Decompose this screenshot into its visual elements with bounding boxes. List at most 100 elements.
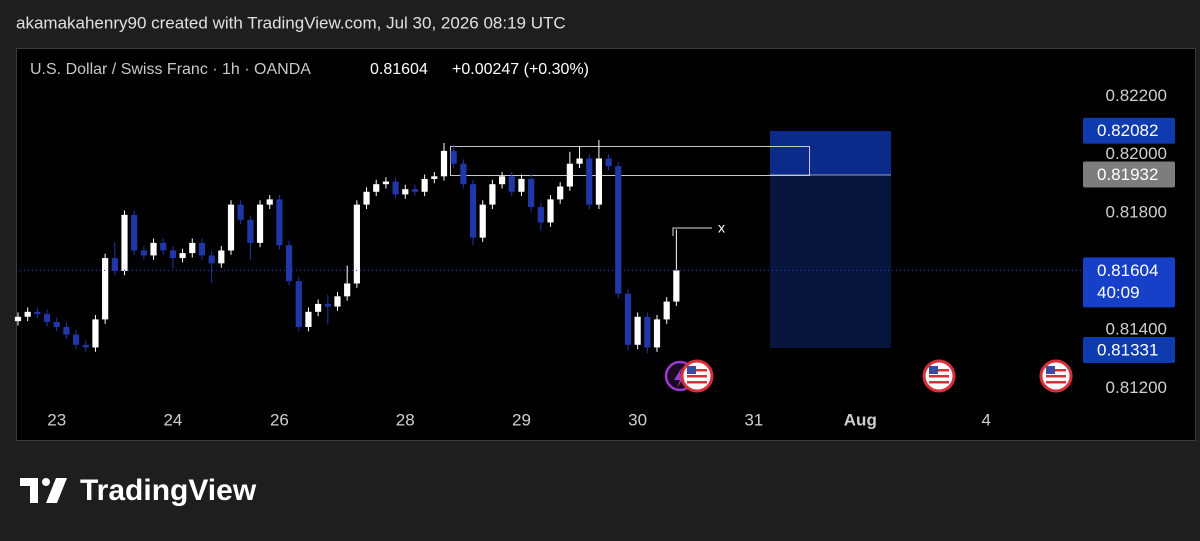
y-tick-label: 0.82200 [1106,86,1167,105]
symbol-title: U.S. Dollar / Swiss Franc · 1h · OANDA [30,61,311,78]
candle-body [324,303,331,307]
candle-body [431,176,438,179]
candle-body [392,181,399,195]
flag-icon [680,359,714,393]
candle-body [373,184,380,192]
x-tick-label: 24 [163,410,182,429]
candle-body [663,301,670,320]
brand-name: TradingView [80,474,257,507]
candle-body [518,178,525,192]
drawings: x [450,131,891,348]
candle-body [256,204,264,243]
price-badge-label: 0.81932 [1097,165,1158,184]
candle-body [566,163,573,187]
x-tick-label: 4 [981,410,990,429]
candle-body [72,334,80,345]
candle-body [440,150,448,177]
candle-body [189,242,196,254]
candle-body [92,319,99,348]
candle-body [634,316,641,345]
candle-body [160,242,167,251]
y-tick-label: 0.81400 [1106,319,1167,338]
last-price: 0.81604 [370,61,428,78]
price-badge-label: 0.81331 [1097,341,1158,360]
candle-body [653,319,661,348]
candle-body [131,214,138,251]
y-tick-label: 0.81200 [1106,378,1167,397]
legend: U.S. Dollar / Swiss Franc · 1h · OANDA 0… [30,61,589,78]
x-tick-label: 28 [396,410,415,429]
candle-body [334,296,341,307]
candle-body [140,250,147,256]
candle-body [208,255,215,264]
candle-body [218,250,225,264]
price-badge [1083,161,1175,188]
price-badge [1083,337,1175,364]
candle-body [363,191,370,205]
y-tick-label: 0.82000 [1106,144,1167,163]
marker-line [672,227,712,236]
candle-body [644,316,651,348]
candle-body [450,150,457,164]
x-tick-label: 26 [270,410,289,429]
chart-panel [16,48,1196,441]
candles [14,140,680,354]
y-tick-label: 0.81800 [1106,203,1167,222]
axes: 0.81200 0.81400 0.81800 0.82000 0.82200 23 24 2… [16,86,1175,429]
price-badge-label: 0.82082 [1097,121,1158,140]
candle-body [402,189,409,195]
candle-body [24,311,31,317]
candle-body [53,322,60,327]
candle-body [43,314,51,323]
x-tick-label: 29 [512,410,531,429]
x-tick-label: 23 [47,410,66,429]
price-change: +0.00247 (+0.30%) [452,61,589,78]
events [664,359,1073,393]
price-badge-label: 0.81604 [1097,261,1158,280]
stop-zone [770,175,891,348]
flag-icon [922,359,956,393]
candle-body [227,204,235,251]
flag-icon [1039,359,1073,393]
candle-body [615,166,622,294]
candle-body [14,316,22,322]
event-icon-bolt [674,367,686,388]
candle-body [179,253,186,259]
candle-body [285,245,293,282]
candle-body [557,186,564,200]
candle-body [528,178,535,207]
attribution: akamakahenry90 created with TradingView.… [16,13,566,32]
price-badge-sublabel: 40:09 [1097,283,1140,302]
candle-body [82,344,89,348]
candle-body [305,311,312,327]
candle-body [537,206,544,223]
candle-body [276,199,283,246]
target-zone [770,131,891,175]
candle-body [169,250,177,259]
x-tick-label: 30 [628,410,647,429]
candle-body [34,311,41,315]
candle-body [382,181,390,185]
candle-body [469,184,477,238]
candle-body [198,242,206,256]
x-tick-label: Aug [844,410,877,429]
candle-body [605,158,612,167]
price-badge [1083,257,1175,308]
price-badge [1083,117,1175,144]
range-box [450,146,810,176]
candle-body [63,326,70,335]
candle-body [421,178,428,192]
candle-body [586,158,593,205]
candle-body [315,303,322,312]
candle-body [411,189,419,192]
candle-body [508,176,515,192]
candle-body [624,293,632,345]
candle-body [295,281,302,327]
candle-body [111,258,118,271]
brand-logo [20,478,67,503]
candle-body [266,199,273,205]
candle-body [353,204,360,284]
x-tick-label: 31 [744,410,763,429]
candle-body [102,258,109,320]
candle-body [595,158,603,205]
